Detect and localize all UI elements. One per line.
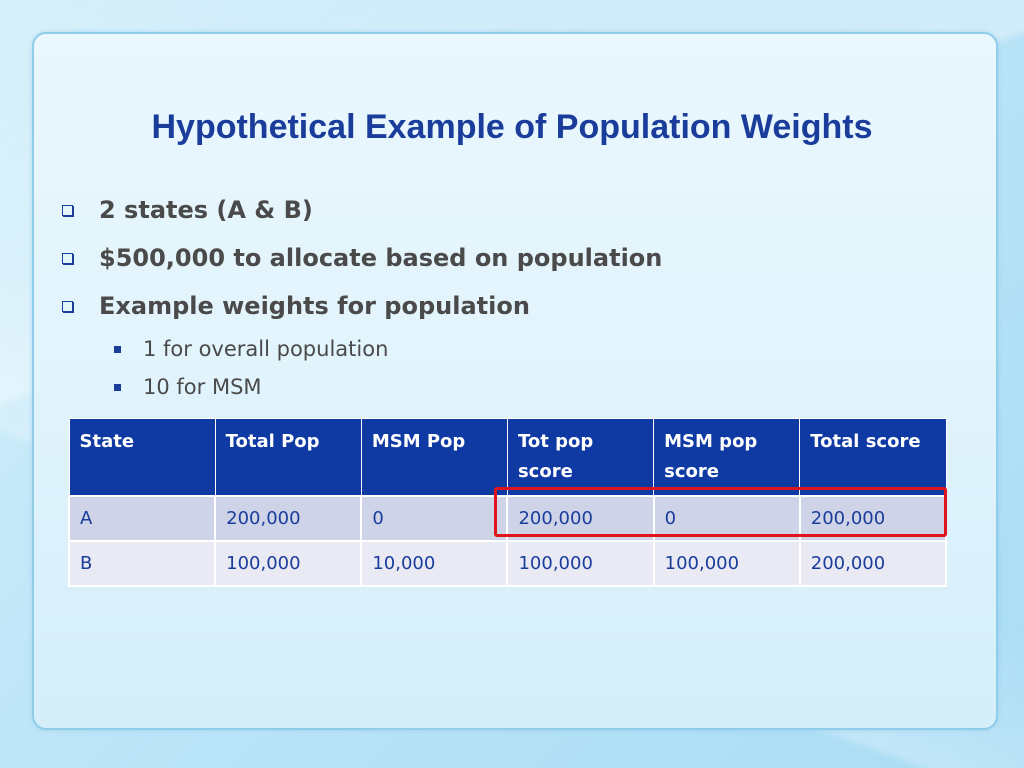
population-weights-table: State Total Pop MSM Pop Tot pop score MS… xyxy=(67,418,948,587)
table-cell: 200,000 xyxy=(214,495,363,542)
table-cell: A xyxy=(67,495,217,542)
header-total-pop: Total Pop xyxy=(214,418,362,497)
table-cell: 200,000 xyxy=(798,495,948,542)
table-row: A 200,000 0 200,000 0 200,000 xyxy=(67,495,948,542)
sub-bullet-text: 10 for MSM xyxy=(143,375,262,399)
sub-bullet-text: 1 for overall population xyxy=(143,337,389,361)
checkbox-bullet-icon xyxy=(62,300,73,312)
square-bullet-icon xyxy=(114,383,121,391)
header-total-score: Total score xyxy=(799,418,947,497)
table-row: B 100,000 10,000 100,000 100,000 200,000 xyxy=(67,540,948,587)
header-tot-pop-score: Tot pop score xyxy=(506,418,655,497)
sub-bullet-item: 1 for overall population xyxy=(62,330,662,368)
table-header-row: State Total Pop MSM Pop Tot pop score MS… xyxy=(68,418,947,497)
table-cell: 100,000 xyxy=(214,540,363,587)
table-cell: 100,000 xyxy=(652,540,801,587)
table-cell: 0 xyxy=(360,495,509,542)
bullet-text: 2 states (A & B) xyxy=(99,196,313,224)
slide-title: Hypothetical Example of Population Weigh… xyxy=(151,108,873,146)
bullet-item: 2 states (A & B) xyxy=(62,186,662,234)
table-cell: B xyxy=(67,540,217,587)
bullet-item: $500,000 to allocate based on population xyxy=(62,234,662,282)
table-cell: 10,000 xyxy=(360,540,509,587)
header-msm-pop-score: MSM pop score xyxy=(653,418,801,497)
table-cell: 200,000 xyxy=(798,540,948,587)
bullet-text: $500,000 to allocate based on population xyxy=(99,244,663,272)
bullet-item: Example weights for population xyxy=(62,282,662,330)
checkbox-bullet-icon xyxy=(62,204,73,216)
table-cell: 100,000 xyxy=(506,540,655,587)
slide-panel xyxy=(32,32,998,730)
bullet-list: 2 states (A & B) $500,000 to allocate ba… xyxy=(62,186,662,406)
sub-bullet-item: 10 for MSM xyxy=(62,368,662,406)
checkbox-bullet-icon xyxy=(62,252,73,264)
header-msm-pop: MSM Pop xyxy=(360,418,508,497)
square-bullet-icon xyxy=(114,345,121,353)
table-cell: 200,000 xyxy=(506,495,655,542)
table-cell: 0 xyxy=(652,495,801,542)
header-state: State xyxy=(68,418,216,497)
bullet-text: Example weights for population xyxy=(99,292,530,320)
